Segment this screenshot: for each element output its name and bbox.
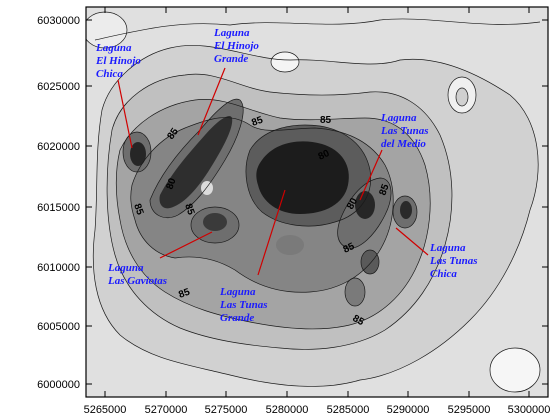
island-west [201, 181, 213, 195]
high-southeast [490, 348, 540, 392]
peak-level [256, 141, 349, 214]
contour-label: 85 [182, 202, 196, 217]
depression-center-south [276, 235, 304, 255]
contour-label: 85 [342, 241, 357, 256]
y-tick-label: 6010000 [37, 262, 80, 274]
contour-label: 80 [164, 176, 178, 191]
lake-label-hinojo-chica: Laguna El Hinojo Chica [95, 42, 144, 80]
x-tick-labels: 5265000 5270000 5275000 5280000 5285000 … [84, 404, 551, 416]
x-tick-label: 5280000 [266, 404, 309, 416]
contour-label: 85 [131, 202, 145, 217]
contour-label: 85 [177, 287, 192, 301]
y-axis [86, 19, 548, 385]
x-tick-label: 5265000 [84, 404, 127, 416]
x-tick-label: 5270000 [145, 404, 188, 416]
contour-label: 80 [317, 148, 332, 163]
y-tick-label: 6015000 [37, 202, 80, 214]
contour-label: 85 [250, 115, 265, 129]
x-tick-label: 5295000 [448, 404, 491, 416]
x-tick-label: 5300000 [508, 404, 551, 416]
depression-south-2 [345, 278, 365, 306]
high-north [271, 52, 299, 72]
y-tick-label: 6025000 [37, 81, 80, 93]
high-east-inner [456, 88, 468, 106]
contour-lines [86, 11, 541, 393]
tunas-chica-core [400, 201, 412, 219]
tunas-medio-core [355, 191, 375, 219]
contour-label: 85 [377, 182, 391, 197]
contour-label: 85 [351, 313, 367, 328]
y-tick-label: 6020000 [37, 141, 80, 153]
contour-label: 80 [345, 196, 360, 212]
hinojo-ridge-core [159, 115, 233, 209]
y-tick-label: 6030000 [37, 15, 80, 27]
leader-line [159, 231, 213, 259]
gaviotas-core [203, 213, 227, 231]
leader-lines [117, 67, 429, 276]
contour-fill-layers [86, 7, 548, 397]
lake-label-hinojo-grande: Laguna El Hinojo Grande [213, 27, 262, 65]
map-frame [85, 6, 549, 398]
high-northwest [86, 12, 127, 48]
x-tick-label: 5285000 [327, 404, 370, 416]
contour-label: 85 [320, 115, 332, 126]
leader-line [359, 149, 383, 201]
y-tick-labels: 6030000 6025000 6020000 6015000 6010000 … [37, 15, 80, 391]
lake-labels: Laguna El Hinojo Chica Laguna El Hinojo … [95, 27, 480, 324]
lake-label-tunas-grande: Laguna Las Tunas Grande [219, 286, 270, 324]
leader-line [117, 79, 133, 149]
leader-line [197, 67, 226, 136]
lake-label-tunas-medio: Laguna Las Tunas del Medio [380, 112, 431, 150]
lake-label-gaviotas: Laguna Las Gaviotas [107, 262, 167, 287]
contour-value-labels: 85 85 85 85 80 80 85 85 85 85 80 85 [131, 115, 392, 329]
x-tick-label: 5290000 [387, 404, 430, 416]
lake-label-tunas-chica: Laguna Las Tunas Chica [429, 242, 480, 280]
y-tick-label: 6005000 [37, 321, 80, 333]
leader-line [395, 227, 429, 256]
y-tick-label: 6000000 [37, 379, 80, 391]
leader-line [257, 189, 286, 276]
hinojo-chica-core [130, 142, 146, 166]
x-axis [104, 7, 530, 397]
x-tick-label: 5275000 [205, 404, 248, 416]
